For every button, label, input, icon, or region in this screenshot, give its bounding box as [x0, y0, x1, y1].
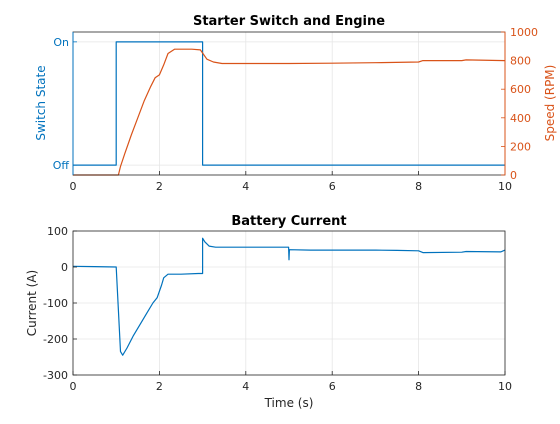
- battery-y-tick-label: -300: [43, 369, 68, 382]
- speed-axis-label: Speed (RPM): [543, 65, 557, 142]
- battery-chart: 0 2 4 6 8 10 -300 -200 -100 0 100 Battery Current…: [25, 214, 512, 410]
- engine-x-tick-label: 0: [70, 180, 77, 193]
- switch-state-axis-label: Switch State: [34, 65, 48, 140]
- battery-x-ticks: 0 2 4 6 8 10: [70, 371, 512, 393]
- speed-tick-label: 600: [510, 83, 531, 96]
- engine-x-tick-label: 8: [415, 180, 422, 193]
- engine-chart: 0 2 4 6 8 10 Off On 0 200 400 600 800 1000 Starter …: [34, 14, 557, 193]
- battery-y-tick-label: 100: [47, 225, 68, 238]
- speed-tick-label: 400: [510, 112, 531, 125]
- speed-tick-label: 0: [510, 169, 517, 182]
- battery-series: [72, 237, 506, 356]
- engine-x-ticks: 0 2 4 6 8 10: [70, 171, 512, 193]
- battery-y-ticks: -300 -200 -100 0 100: [43, 225, 77, 382]
- engine-x-tick-label: 2: [156, 180, 163, 193]
- engine-plot-area: [73, 32, 505, 175]
- engine-x-tick-label: 6: [329, 180, 336, 193]
- engine-left-ticks: Off On: [53, 32, 77, 175]
- time-axis-label: Time (s): [264, 396, 314, 410]
- current-axis-label: Current (A): [25, 270, 39, 336]
- engine-series: [73, 41, 506, 176]
- engine-x-tick-label: 10: [498, 180, 512, 193]
- battery-y-tick-label: 0: [61, 261, 68, 274]
- battery-current-line: [72, 237, 506, 356]
- battery-y-tick-label: -200: [43, 333, 68, 346]
- switch-state-line: [73, 41, 505, 166]
- battery-y-tick-label: -100: [43, 297, 68, 310]
- switch-tick-label: On: [53, 36, 69, 49]
- battery-x-tick-label: 2: [156, 380, 163, 393]
- engine-right-ticks: 0 200 400 600 800 1000: [501, 26, 538, 182]
- speed-tick-label: 800: [510, 55, 531, 68]
- engine-x-tick-label: 4: [242, 180, 249, 193]
- speed-tick-label: 1000: [510, 26, 538, 39]
- battery-x-tick-label: 6: [329, 380, 336, 393]
- engine-chart-title: Starter Switch and Engine: [193, 14, 385, 29]
- engine-speed-line: [73, 48, 506, 176]
- battery-x-tick-label: 10: [498, 380, 512, 393]
- battery-chart-title: Battery Current: [231, 214, 346, 229]
- speed-tick-label: 200: [510, 140, 531, 153]
- battery-x-tick-label: 0: [70, 380, 77, 393]
- battery-x-tick-label: 8: [415, 380, 422, 393]
- switch-tick-label: Off: [53, 159, 70, 172]
- battery-x-tick-label: 4: [242, 380, 249, 393]
